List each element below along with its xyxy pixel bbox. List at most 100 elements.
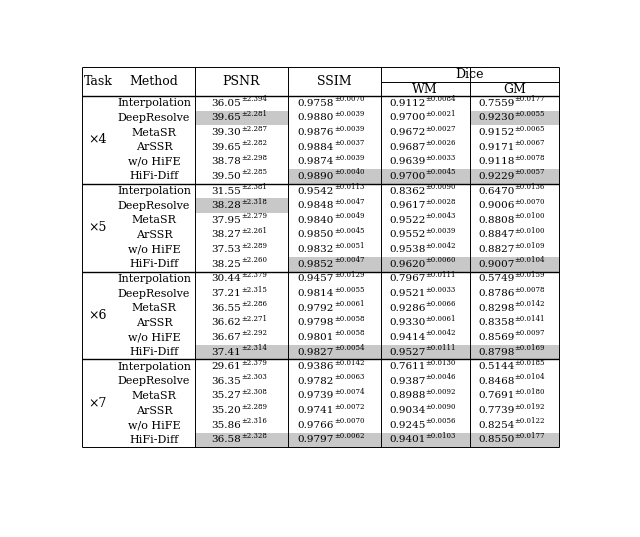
Bar [381,257,470,272]
Text: w/o HiFE: w/o HiFE [128,245,180,255]
Text: 36.58: 36.58 [211,436,241,444]
Text: 0.9229: 0.9229 [478,172,515,181]
Text: 0.9880: 0.9880 [298,113,334,122]
Text: 0.9112: 0.9112 [389,99,425,108]
Text: 0.9639: 0.9639 [389,157,425,166]
Bar [288,345,381,359]
Text: ±2.381: ±2.381 [241,183,267,191]
Text: ±0.0039: ±0.0039 [334,110,365,118]
Text: ×5: ×5 [88,221,107,234]
Text: ±0.0109: ±0.0109 [515,242,545,250]
Text: 0.9840: 0.9840 [298,216,334,225]
Text: 0.9672: 0.9672 [389,128,425,137]
Text: ±0.0104: ±0.0104 [515,373,545,381]
Bar [288,257,381,272]
Text: ±0.0056: ±0.0056 [425,417,456,425]
Text: 0.8569: 0.8569 [478,333,515,342]
Text: 0.9542: 0.9542 [298,186,334,195]
Text: Task: Task [83,75,112,88]
Text: 0.9814: 0.9814 [298,289,334,298]
Text: 0.8298: 0.8298 [478,303,515,313]
Text: ±0.0130: ±0.0130 [425,359,456,367]
Text: ±0.0033: ±0.0033 [425,154,456,162]
Text: ±0.0141: ±0.0141 [515,315,545,323]
Text: 0.8808: 0.8808 [478,216,515,225]
Text: 0.8468: 0.8468 [478,377,515,386]
Text: 0.5749: 0.5749 [478,274,515,284]
Text: ±0.0046: ±0.0046 [425,373,456,381]
Text: WM: WM [412,83,438,96]
Text: 35.86: 35.86 [211,420,241,430]
Text: ±0.0039: ±0.0039 [334,154,365,162]
Text: 0.9386: 0.9386 [298,362,334,371]
Text: ±2.279: ±2.279 [241,212,268,220]
Text: 0.9522: 0.9522 [389,216,425,225]
Bar [195,198,288,213]
Text: 0.5144: 0.5144 [478,362,515,371]
Text: 36.05: 36.05 [211,99,241,108]
Text: ±0.0104: ±0.0104 [515,256,545,264]
Text: ±2.289: ±2.289 [241,242,268,250]
Text: DeepResolve: DeepResolve [118,288,190,299]
Text: SSIM: SSIM [317,75,351,88]
Text: 0.9852: 0.9852 [298,260,334,268]
Text: DeepResolve: DeepResolve [118,201,190,211]
Text: ±0.0033: ±0.0033 [425,286,456,294]
Text: 0.9552: 0.9552 [389,230,425,240]
Text: 38.25: 38.25 [211,260,241,268]
Text: 31.55: 31.55 [211,186,241,195]
Text: ±0.0111: ±0.0111 [425,344,456,352]
Text: ±0.0065: ±0.0065 [515,125,545,133]
Text: ±2.292: ±2.292 [241,329,268,337]
Text: ArSSR: ArSSR [136,142,172,152]
Text: 0.9171: 0.9171 [478,143,515,152]
Text: GM: GM [503,83,526,96]
Text: MetaSR: MetaSR [132,391,177,401]
Text: 37.53: 37.53 [211,245,241,254]
Text: ±0.0037: ±0.0037 [334,139,365,147]
Text: HiFi-Diff: HiFi-Diff [129,347,179,357]
Text: ±2.289: ±2.289 [241,403,268,411]
Text: ±0.0084: ±0.0084 [425,96,456,103]
Text: ×7: ×7 [88,397,107,410]
Bar [288,432,381,447]
Bar [288,169,381,184]
Text: Interpolation: Interpolation [117,274,191,284]
Text: 35.27: 35.27 [211,391,241,401]
Bar [195,432,288,447]
Text: DeepResolve: DeepResolve [118,113,190,123]
Text: ArSSR: ArSSR [136,405,172,416]
Bar [470,169,559,184]
Text: 0.9230: 0.9230 [478,113,515,122]
Text: 0.9617: 0.9617 [389,201,425,210]
Text: 0.9538: 0.9538 [389,245,425,254]
Text: ±2.271: ±2.271 [241,315,268,323]
Text: ±0.0063: ±0.0063 [334,373,365,381]
Text: 0.9245: 0.9245 [389,420,425,430]
Text: w/o HiFE: w/o HiFE [128,420,180,430]
Text: 0.7739: 0.7739 [478,406,515,415]
Text: 0.9827: 0.9827 [298,347,334,357]
Bar [381,169,470,184]
Text: 29.61: 29.61 [211,362,241,371]
Text: ±0.0049: ±0.0049 [334,212,365,220]
Text: ±0.0058: ±0.0058 [334,329,365,337]
Text: 0.9620: 0.9620 [389,260,425,268]
Text: ±0.0062: ±0.0062 [334,432,365,440]
Text: HiFi-Diff: HiFi-Diff [129,171,179,182]
Text: 0.9414: 0.9414 [389,333,425,342]
Text: Interpolation: Interpolation [117,361,191,372]
Text: ±0.0047: ±0.0047 [334,198,365,206]
Text: ±0.0021: ±0.0021 [425,110,456,118]
Text: ±0.0142: ±0.0142 [515,300,545,308]
Text: ±0.0055: ±0.0055 [515,110,545,118]
Text: ±0.0042: ±0.0042 [425,242,456,250]
Bar [195,345,288,359]
Text: ±0.0026: ±0.0026 [425,139,456,147]
Text: 37.95: 37.95 [211,216,241,225]
Bar [381,432,470,447]
Text: 0.7691: 0.7691 [478,391,515,401]
Text: 0.9007: 0.9007 [478,260,515,268]
Text: 38.27: 38.27 [211,230,241,240]
Text: Method: Method [129,75,179,88]
